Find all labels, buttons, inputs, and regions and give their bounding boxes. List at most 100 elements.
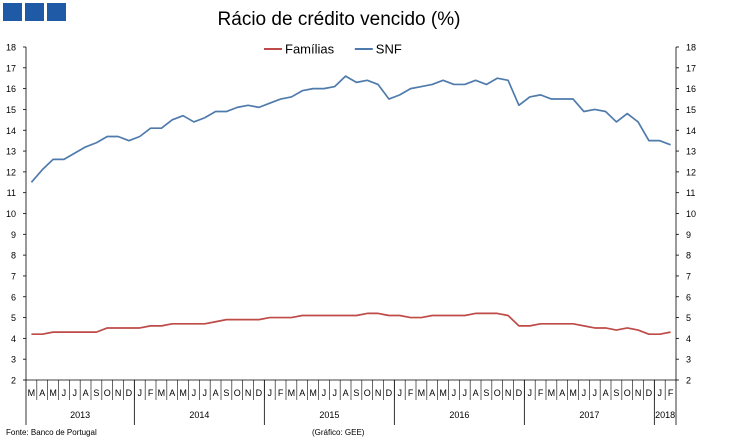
x-month-label: D <box>126 388 133 398</box>
x-month-label: O <box>494 388 501 398</box>
brand-square-icon <box>3 3 22 21</box>
x-month-label: M <box>49 388 57 398</box>
y-tick-label-left: 9 <box>11 230 16 240</box>
y-tick-label-right: 9 <box>686 230 691 240</box>
brand-square-icon <box>25 3 44 21</box>
y-tick-label-left: 12 <box>6 167 16 177</box>
y-tick-label-left: 11 <box>7 188 16 198</box>
x-month-label: J <box>62 388 67 398</box>
x-month-label: S <box>93 388 99 398</box>
x-month-label: M <box>569 388 577 398</box>
legend-label: Famílias <box>285 42 335 57</box>
y-tick-label-right: 10 <box>686 209 696 219</box>
x-month-label: M <box>28 388 36 398</box>
x-month-label: A <box>169 388 175 398</box>
y-tick-label-right: 4 <box>686 334 691 344</box>
x-month-label: M <box>288 388 296 398</box>
x-month-label: D <box>646 388 653 398</box>
x-month-label: F <box>278 388 284 398</box>
x-month-label: O <box>234 388 241 398</box>
x-month-label: M <box>548 388 556 398</box>
y-tick-label-right: 6 <box>686 292 691 302</box>
x-month-label: M <box>439 388 447 398</box>
x-month-label: A <box>559 388 565 398</box>
x-month-label: J <box>528 388 533 398</box>
y-tick-label-right: 7 <box>686 271 691 281</box>
x-month-label: J <box>138 388 143 398</box>
brand-square-icon <box>47 3 66 21</box>
x-month-label: O <box>104 388 111 398</box>
y-tick-label-right: 3 <box>686 355 691 365</box>
y-tick-label-right: 17 <box>686 63 696 73</box>
brand-logo <box>3 3 66 21</box>
y-tick-label-right: 2 <box>686 376 691 386</box>
x-month-label: N <box>375 388 382 398</box>
x-month-label: O <box>364 388 371 398</box>
y-tick-label-left: 7 <box>11 271 16 281</box>
x-year-label: 2018 <box>655 410 675 420</box>
x-month-label: A <box>603 388 609 398</box>
x-month-label: J <box>322 388 327 398</box>
y-tick-label-left: 3 <box>11 355 16 365</box>
x-month-label: S <box>353 388 359 398</box>
y-tick-label-right: 12 <box>686 167 696 177</box>
x-month-label: A <box>473 388 479 398</box>
x-month-label: J <box>333 388 338 398</box>
x-year-label: 2013 <box>70 410 90 420</box>
y-tick-label-left: 15 <box>6 105 16 115</box>
x-month-label: J <box>463 388 468 398</box>
x-month-label: F <box>148 388 154 398</box>
y-tick-label-left: 6 <box>11 292 16 302</box>
x-month-label: J <box>203 388 208 398</box>
x-month-label: J <box>192 388 197 398</box>
x-month-label: F <box>668 388 674 398</box>
y-tick-label-left: 14 <box>6 126 16 136</box>
x-month-label: A <box>83 388 89 398</box>
y-tick-label-right: 16 <box>686 84 696 94</box>
y-tick-label-right: 15 <box>686 105 696 115</box>
x-month-label: J <box>658 388 663 398</box>
x-month-label: J <box>452 388 457 398</box>
y-tick-label-left: 18 <box>6 43 16 53</box>
chart-credit: (Gráfico: GEE) <box>312 428 365 437</box>
x-month-label: N <box>245 388 252 398</box>
x-month-label: M <box>158 388 166 398</box>
x-month-label: N <box>115 388 122 398</box>
x-month-label: M <box>418 388 426 398</box>
y-tick-label-left: 2 <box>11 376 16 386</box>
legend-label: SNF <box>376 42 402 57</box>
x-month-label: N <box>505 388 512 398</box>
x-month-label: F <box>538 388 544 398</box>
y-tick-label-right: 14 <box>686 126 696 136</box>
source-note: Fonte: Banco de Portugal <box>6 428 97 437</box>
x-year-label: 2015 <box>319 410 339 420</box>
x-month-label: J <box>582 388 587 398</box>
x-month-label: M <box>179 388 187 398</box>
x-month-label: A <box>39 388 45 398</box>
series-line-snf <box>30 75 671 183</box>
x-month-label: S <box>223 388 229 398</box>
x-month-label: J <box>593 388 598 398</box>
y-tick-label-right: 18 <box>686 43 696 53</box>
x-year-label: 2016 <box>449 410 469 420</box>
y-tick-label-left: 10 <box>6 209 16 219</box>
y-tick-label-right: 5 <box>686 313 691 323</box>
y-tick-label-right: 11 <box>686 188 695 198</box>
chart-title: Rácio de crédito vencido (%) <box>217 9 461 30</box>
x-year-label: 2014 <box>189 410 209 420</box>
x-month-label: D <box>516 388 523 398</box>
y-tick-label-left: 5 <box>11 313 16 323</box>
x-month-label: J <box>268 388 273 398</box>
y-tick-label-right: 8 <box>686 251 691 261</box>
x-month-label: J <box>73 388 78 398</box>
x-month-label: S <box>483 388 489 398</box>
x-month-label: S <box>613 388 619 398</box>
y-tick-label-left: 13 <box>6 147 16 157</box>
x-month-label: A <box>299 388 305 398</box>
y-tick-label-left: 16 <box>6 84 16 94</box>
x-month-label: O <box>624 388 631 398</box>
y-tick-label-left: 4 <box>11 334 16 344</box>
x-month-label: J <box>398 388 403 398</box>
series-line-famlias <box>31 312 671 336</box>
